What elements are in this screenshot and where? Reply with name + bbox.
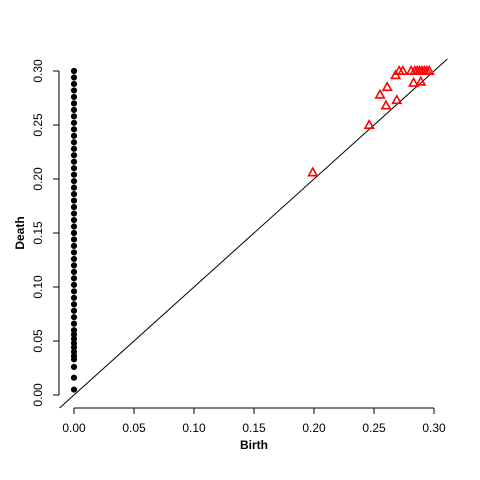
data-point-circle xyxy=(70,80,78,88)
x-tick-label: 0.20 xyxy=(302,421,326,435)
y-tick-label: 0.00 xyxy=(31,383,45,407)
data-point-circle xyxy=(70,184,78,191)
data-point-circle xyxy=(70,229,78,237)
data-point-circle xyxy=(70,67,78,75)
data-point-circle xyxy=(70,320,78,327)
data-point-circle xyxy=(70,307,78,314)
y-tick-label: 0.10 xyxy=(31,275,45,299)
x-tick-label: 0.25 xyxy=(362,421,386,435)
data-point-circle xyxy=(70,132,78,139)
data-point-circle xyxy=(70,197,78,204)
data-point-triangle xyxy=(307,166,319,177)
data-point-triangle xyxy=(415,75,427,86)
data-point-circle xyxy=(70,126,78,133)
data-point-circle xyxy=(70,288,78,295)
data-point-circle xyxy=(70,294,78,301)
data-point-circle xyxy=(70,210,78,217)
data-point-circle xyxy=(70,139,78,146)
data-point-circle xyxy=(70,145,78,152)
data-point-circle xyxy=(70,255,78,263)
x-tick-label: 0.15 xyxy=(242,421,266,435)
data-point-circle xyxy=(70,301,78,308)
x-tick-label: 0.00 xyxy=(62,421,86,435)
x-tick-label: 0.10 xyxy=(182,421,206,435)
data-point-circle xyxy=(70,203,78,211)
x-axis-title: Birth xyxy=(240,438,268,452)
data-point-triangle xyxy=(391,94,403,105)
data-point-circle xyxy=(70,216,78,224)
data-point-circle xyxy=(70,275,78,282)
data-point-circle xyxy=(70,314,78,321)
data-point-circle xyxy=(70,281,78,288)
data-point-triangle xyxy=(374,88,386,99)
data-point-circle xyxy=(70,374,78,381)
data-point-circle xyxy=(70,106,78,113)
points-layer xyxy=(70,64,435,393)
data-point-circle xyxy=(70,158,78,165)
data-point-triangle xyxy=(423,64,435,75)
data-point-circle xyxy=(70,113,78,120)
data-point-circle xyxy=(70,100,78,107)
data-point-circle xyxy=(70,236,78,243)
data-point-circle xyxy=(70,165,78,172)
y-axis-title: Death xyxy=(13,216,27,249)
data-point-circle xyxy=(70,363,78,371)
data-point-triangle xyxy=(397,64,409,75)
y-tick-label: 0.05 xyxy=(31,329,45,353)
data-point-circle xyxy=(70,223,78,230)
data-point-triangle xyxy=(380,99,392,110)
axes: 0.00 0.05 0.10 0.15 0.20 0.25 0.30 0.00 0.05 0.10… xyxy=(31,59,446,435)
y-tick-label: 0.15 xyxy=(31,221,45,245)
data-point-circle xyxy=(70,178,78,185)
diagonal-line xyxy=(59,58,448,409)
data-point-circle xyxy=(70,386,78,393)
data-point-circle xyxy=(70,262,78,269)
data-point-circle xyxy=(70,74,78,81)
data-point-circle xyxy=(70,93,78,101)
x-tick-label: 0.30 xyxy=(422,421,446,435)
data-point-circle xyxy=(70,152,78,159)
data-point-circle xyxy=(70,242,78,250)
data-point-triangle xyxy=(408,76,420,87)
data-point-circle xyxy=(70,327,78,334)
x-tick-label: 0.05 xyxy=(122,421,146,435)
data-point-triangle xyxy=(363,118,375,129)
data-point-circle xyxy=(70,171,78,178)
diagonal-layer xyxy=(59,58,448,409)
data-point-circle xyxy=(70,249,78,256)
y-tick-label: 0.25 xyxy=(31,113,45,137)
data-point-circle xyxy=(70,191,78,198)
data-point-triangle xyxy=(381,81,393,92)
y-tick-label: 0.30 xyxy=(31,59,45,83)
data-point-circle xyxy=(70,87,78,94)
data-point-circle xyxy=(70,119,78,126)
y-tick-label: 0.20 xyxy=(31,167,45,191)
data-point-circle xyxy=(70,268,78,275)
